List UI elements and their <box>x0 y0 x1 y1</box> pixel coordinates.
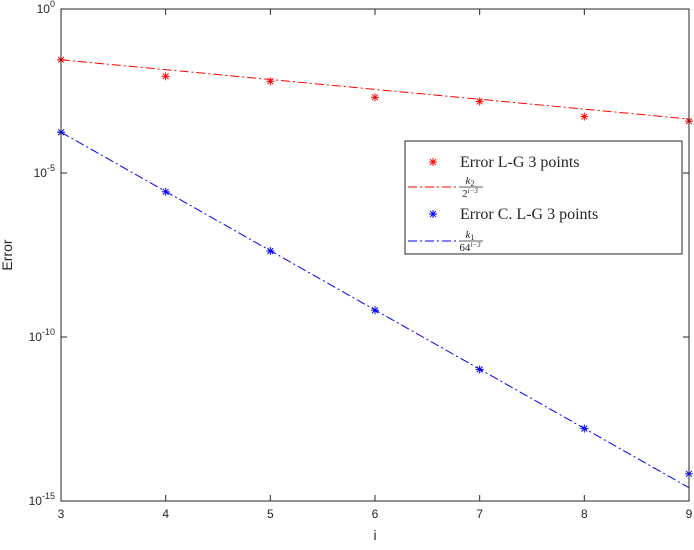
legend-fraction-denominator-1: 2i−3 <box>462 187 478 200</box>
x-axis-label: i <box>373 527 376 543</box>
legend-label-0: Error L-G 3 points <box>460 154 580 171</box>
x-tick-label: 6 <box>372 507 379 521</box>
y-tick-label: 10-15 <box>29 491 55 508</box>
plot-area <box>61 9 689 501</box>
legend-box <box>404 140 683 255</box>
series-layer <box>57 55 693 489</box>
data-point-0-3 <box>371 93 379 102</box>
x-tick-label: 3 <box>58 507 65 521</box>
legend-fraction-numerator-3: k1 <box>466 229 475 242</box>
x-tick-label: 8 <box>581 507 588 521</box>
series-line-1 <box>60 59 690 120</box>
x-tick-label: 7 <box>476 507 483 521</box>
y-tick-label: 100 <box>37 0 55 16</box>
tick-layer: 3 4 5 6 7 8 9 100 10-5 10-10 10-15 <box>29 0 693 521</box>
data-point-0-4 <box>475 97 484 106</box>
y-axis-label: Error <box>0 239 15 270</box>
legend-fraction-denominator-3: 64i−3 <box>459 241 481 254</box>
x-tick-label: 5 <box>267 507 274 521</box>
legend-marker-0 <box>429 158 437 166</box>
data-point-0-5 <box>580 112 589 121</box>
y-tick-label: 10-10 <box>29 327 55 344</box>
data-point-0-1 <box>161 72 170 81</box>
y-tick-label: 10-5 <box>34 163 55 180</box>
legend-fraction-numerator-1: k2 <box>466 175 475 188</box>
x-tick-label: 4 <box>162 507 169 521</box>
data-point-0-2 <box>266 77 275 86</box>
legend-marker-2 <box>429 210 437 218</box>
x-tick-label: 9 <box>686 507 693 521</box>
series-line-3 <box>60 131 690 489</box>
legend-label-2: Error C. L-G 3 points <box>460 206 598 223</box>
